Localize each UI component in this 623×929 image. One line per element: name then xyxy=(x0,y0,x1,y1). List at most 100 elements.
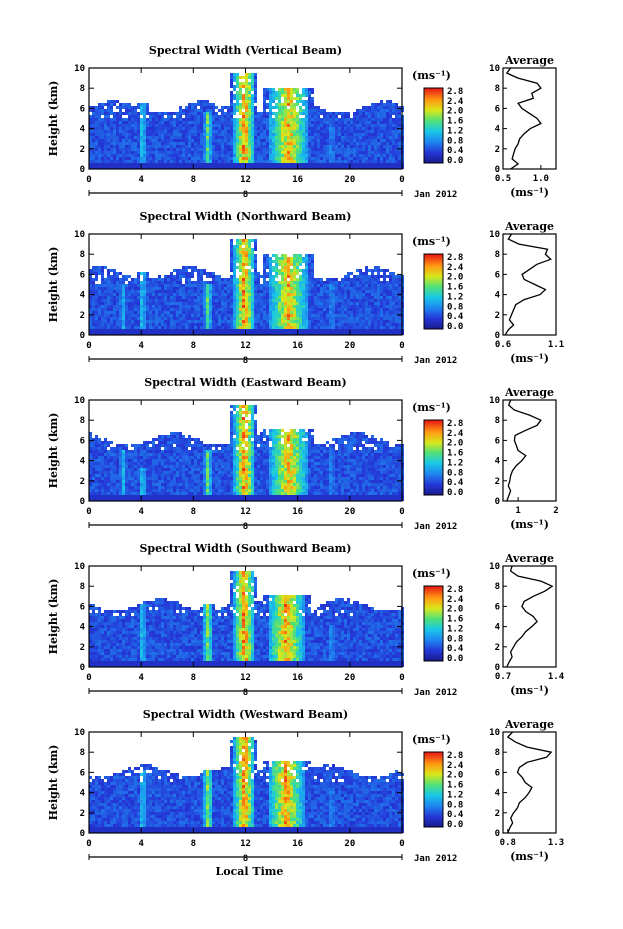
heatmap-cell xyxy=(278,112,281,115)
heatmap-cell xyxy=(299,160,302,163)
heatmap-cell xyxy=(173,323,176,326)
heatmap-cell xyxy=(359,326,362,329)
heatmap-cell xyxy=(227,139,230,142)
heatmap-cell xyxy=(203,103,206,106)
heatmap-cell xyxy=(239,239,242,242)
heatmap-cell xyxy=(116,272,119,275)
heatmap-cell xyxy=(233,323,236,326)
heatmap-cell xyxy=(197,157,200,160)
heatmap-cell xyxy=(311,130,314,133)
heatmap-cell xyxy=(227,106,230,109)
heatmap-cell xyxy=(89,109,92,112)
heatmap-cell xyxy=(230,251,233,254)
heatmap-cell xyxy=(95,326,98,329)
heatmap-cell xyxy=(107,444,110,447)
heatmap-cell xyxy=(263,139,266,142)
heatmap-cell xyxy=(338,112,341,115)
heatmap-cell xyxy=(191,323,194,326)
heatmap-cell xyxy=(320,293,323,296)
heatmap-cell xyxy=(281,290,284,293)
heatmap-cell xyxy=(110,275,113,278)
heatmap-cell xyxy=(254,73,257,76)
heatmap-cell xyxy=(197,145,200,148)
heatmap-cell xyxy=(275,118,278,121)
heatmap-cell xyxy=(269,287,272,290)
heatmap-cell xyxy=(245,160,248,163)
heatmap-cell xyxy=(362,305,365,308)
heatmap-cell xyxy=(233,94,236,97)
heatmap-cell xyxy=(269,118,272,121)
heatmap-cell xyxy=(164,320,167,323)
heatmap-cell xyxy=(359,290,362,293)
heatmap-cell xyxy=(122,320,125,323)
heatmap-cell xyxy=(164,130,167,133)
heatmap-cell xyxy=(224,326,227,329)
heatmap-cell xyxy=(371,130,374,133)
heatmap-cell xyxy=(314,130,317,133)
heatmap-cell xyxy=(182,154,185,157)
heatmap-cell xyxy=(197,278,200,281)
heatmap-cell xyxy=(251,124,254,127)
heatmap-cell xyxy=(143,284,146,287)
heatmap-cell xyxy=(398,145,401,148)
heatmap-cell xyxy=(347,133,350,136)
heatmap-cell xyxy=(311,136,314,139)
heatmap-cell xyxy=(104,305,107,308)
heatmap-cell xyxy=(92,311,95,314)
heatmap-cell xyxy=(350,308,353,311)
heatmap-cell xyxy=(374,320,377,323)
heatmap-cell xyxy=(245,308,248,311)
heatmap-cell xyxy=(194,284,197,287)
heatmap-cell xyxy=(281,314,284,317)
heatmap-cell xyxy=(164,314,167,317)
heatmap-cell xyxy=(122,103,125,106)
heatmap-cell xyxy=(149,329,152,332)
heatmap-cell xyxy=(293,305,296,308)
heatmap-cell xyxy=(158,115,161,118)
heatmap-cell xyxy=(200,329,203,332)
heatmap-cell xyxy=(242,239,245,242)
heatmap-cell xyxy=(146,293,149,296)
heatmap-cell xyxy=(143,103,146,106)
heatmap-cell xyxy=(347,314,350,317)
heatmap-cell xyxy=(392,163,395,166)
heatmap-cell xyxy=(389,317,392,320)
heatmap-cell xyxy=(371,115,374,118)
heatmap-cell xyxy=(107,305,110,308)
heatmap-cell xyxy=(383,323,386,326)
heatmap-cell xyxy=(299,296,302,299)
heatmap-cell xyxy=(242,157,245,160)
heatmap-cell xyxy=(248,148,251,151)
heatmap-cell xyxy=(299,139,302,142)
heatmap-cell xyxy=(131,284,134,287)
heatmap-cell xyxy=(224,317,227,320)
heatmap-cell xyxy=(113,314,116,317)
heatmap-cell xyxy=(173,136,176,139)
heatmap-cell xyxy=(395,290,398,293)
heatmap-cell xyxy=(149,290,152,293)
heatmap-cell xyxy=(122,148,125,151)
heatmap-cell xyxy=(221,109,224,112)
heatmap-cell xyxy=(206,100,209,103)
heatmap-cell xyxy=(119,311,122,314)
heatmap-cell xyxy=(323,157,326,160)
heatmap-cell xyxy=(173,305,176,308)
heatmap-cell xyxy=(182,133,185,136)
heatmap-cell xyxy=(239,290,242,293)
heatmap-cell xyxy=(374,148,377,151)
heatmap-cell xyxy=(122,305,125,308)
heatmap-cell xyxy=(143,332,146,335)
heatmap-cell xyxy=(119,109,122,112)
heatmap-cell xyxy=(308,269,311,272)
heatmap-cell xyxy=(182,293,185,296)
heatmap-cell xyxy=(188,308,191,311)
heatmap-cell xyxy=(242,145,245,148)
heatmap-cell xyxy=(293,323,296,326)
heatmap-cell xyxy=(248,257,251,260)
heatmap-cell xyxy=(317,130,320,133)
heatmap-cell xyxy=(257,272,260,275)
heatmap-cell xyxy=(392,160,395,163)
heatmap-cell xyxy=(185,290,188,293)
heatmap-cell xyxy=(374,314,377,317)
heatmap-cell xyxy=(296,139,299,142)
